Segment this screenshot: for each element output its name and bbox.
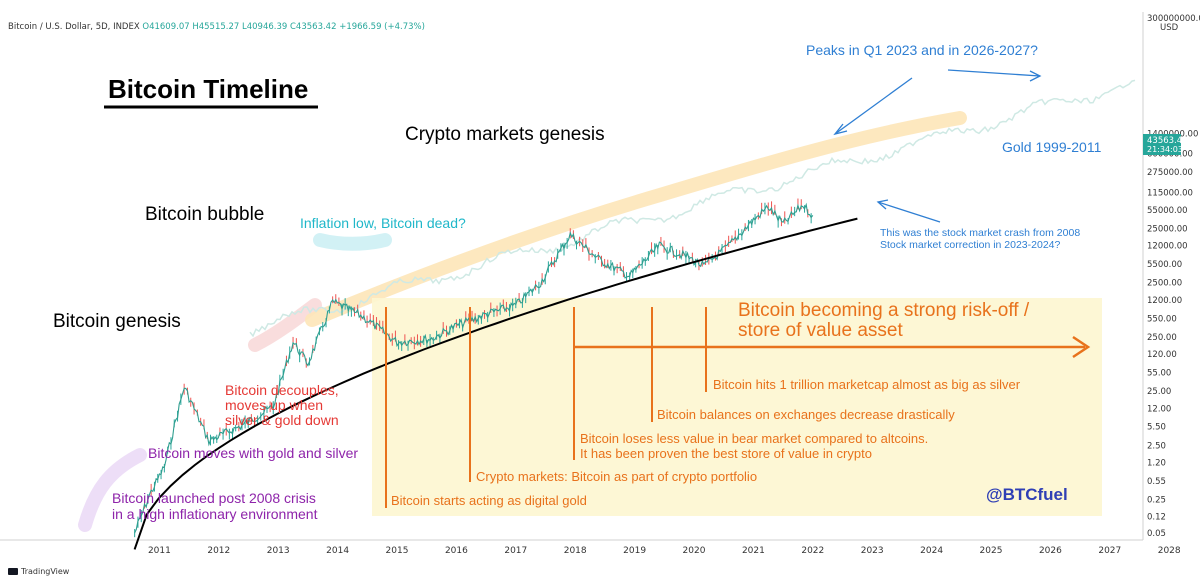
price-axis-label: 0.12 [1147,513,1166,523]
annotation-peaks: Peaks in Q1 2023 and in 2026-2027? [806,42,1038,58]
annotation-risk-off-1: Bitcoin becoming a strong risk-off / [738,300,1030,321]
arrow-peak-2027 [947,69,1041,77]
price-axis-label: 12000.00 [1147,242,1188,252]
time-axis-label: 2012 [207,546,230,556]
current-price-label: 43563.42 [1147,136,1188,146]
time-axis-labels: 2011 2012 2013 2014 2015 2016 2017 2018 2019 2020… [148,546,1181,556]
annotation-bitcoin-bubble: Bitcoin bubble [145,204,264,225]
ohlc-close: C43563.42 [290,22,337,32]
price-axis-label: 1.20 [1147,459,1166,469]
annotation-launched-2: in a high inflationary environment [112,506,318,522]
current-price-tag [1143,134,1181,155]
time-axis-label: 2014 [326,546,349,556]
annotation-bitcoin-genesis: Bitcoin genesis [53,311,181,332]
annotation-decouples-3: silver & gold down [225,412,339,428]
highlight-launch [78,448,147,532]
price-axis-label: 115000.00 [1147,189,1193,199]
symbol-title: Bitcoin / U.S. Dollar, 5D, INDEX [8,22,140,32]
price-axis-label: 0.55 [1147,477,1166,487]
time-axis-label: 2016 [445,546,468,556]
tradingview-logo[interactable]: TradingView [8,567,69,576]
time-axis-label: 2022 [801,546,824,556]
arrow-peak-2023-head [833,123,848,136]
tradingview-brand: TradingView [21,567,70,576]
log-trend-line [133,217,858,550]
price-axis-top-label: 300000000.00 [1147,14,1200,24]
price-axis-label: 275000.00 [1147,168,1193,178]
time-axis-label: 2015 [386,546,409,556]
time-axis-label: 2026 [1039,546,1062,556]
annotation-stock-crash-2: Stock market correction in 2023-2024? [880,239,1061,251]
arrow-peak-2023 [834,77,913,135]
annotation-trillion: Bitcoin hits 1 trillion marketcap almost… [713,377,1021,392]
ohlc-change: +1966.59 (+4.73%) [339,22,425,32]
time-axis-label: 2019 [623,546,646,556]
highlight-trend [305,111,967,327]
time-axis-label: 2018 [564,546,587,556]
risk-off-arrow-head [1072,335,1091,359]
time-axis-label: 2024 [920,546,943,556]
price-axis-label: 0.05 [1147,529,1166,539]
orange-markers [385,307,1091,508]
price-axis-label: 120.00 [1147,350,1177,360]
ohlc-low: L40946.39 [242,22,288,32]
price-axis-label: 5.50 [1147,423,1166,433]
arrow-stock-crash-head [876,199,889,210]
price-axis-label: 25.00 [1147,387,1171,397]
tradingview-icon [8,568,18,575]
time-axis-label: 2021 [742,546,765,556]
annotation-gold: Gold 1999-2011 [1002,139,1102,155]
highlight-decouples [248,298,322,352]
annotation-decouples-1: Bitcoin decouples, [225,382,339,398]
time-axis-label: 2011 [148,546,171,556]
price-axis-label: 5500.00 [1147,260,1182,270]
annotation-loses-less-2: It has been proven the best store of val… [580,446,872,461]
annotation-loses-less-1: Bitcoin loses less value in bear market … [580,431,928,446]
price-axis-label: 2.50 [1147,441,1166,451]
annotation-crypto-genesis: Crypto markets genesis [405,124,605,145]
annotation-balances: Bitcoin balances on exchanges decrease d… [657,407,955,422]
price-axis-label: 25000.00 [1147,224,1188,234]
annotation-inflation-low: Inflation low, Bitcoin dead? [300,215,466,231]
arrow-stock-crash [877,201,941,223]
price-axis-label: 0.25 [1147,495,1166,505]
time-axis-label: 2017 [504,546,527,556]
annotation-moves-with-gold: Bitcoin moves with gold and silver [148,445,358,461]
price-axis-label: 250.00 [1147,333,1177,343]
price-axis-label: 2500.00 [1147,279,1182,289]
btcfuel-handle: @BTCfuel [986,485,1068,504]
price-axis-label: 55000.00 [1147,206,1188,216]
highlight-inflation [313,233,392,251]
price-axis-label: 550.00 [1147,314,1177,324]
chart-header: Bitcoin / U.S. Dollar, 5D, INDEX O41609.… [8,22,425,32]
annotation-stock-crash-1: This was the stock market crash from 200… [880,227,1080,239]
arrow-peak-2027-head [1029,70,1042,82]
store-of-value-box [372,298,1102,516]
annotation-launched-1: Bitcoin launched post 2008 crisis [112,490,316,506]
price-axis-label: 55.00 [1147,369,1171,379]
time-axis-label: 2027 [1098,546,1121,556]
time-axis-label: 2023 [861,546,884,556]
time-axis-label: 2020 [683,546,706,556]
price-axis-currency: USD [1160,23,1179,33]
annotation-crypto-portfolio: Crypto markets: Bitcoin as part of crypt… [476,469,757,484]
annotation-digital-gold: Bitcoin starts acting as digital gold [391,493,587,508]
countdown-label: 21:34:03 [1147,145,1183,154]
time-axis-label: 2028 [1158,546,1181,556]
blue-arrows [833,69,1042,223]
price-axis-labels: 1400000.00600000.00275000.00115000.00550… [1147,130,1198,539]
ohlc-open: O41609.07 [142,22,190,32]
gold-overlay-series [249,79,1136,338]
time-axis-label: 2025 [980,546,1003,556]
price-axis-label: 12.00 [1147,404,1171,414]
chart-title: Bitcoin Timeline [108,74,308,104]
ohlc-high: H45515.27 [192,22,240,32]
annotation-decouples-2: moves up when [225,397,323,413]
price-axis-label: 1200.00 [1147,296,1182,306]
annotation-risk-off-2: store of value asset [738,320,903,341]
time-axis-label: 2013 [267,546,290,556]
